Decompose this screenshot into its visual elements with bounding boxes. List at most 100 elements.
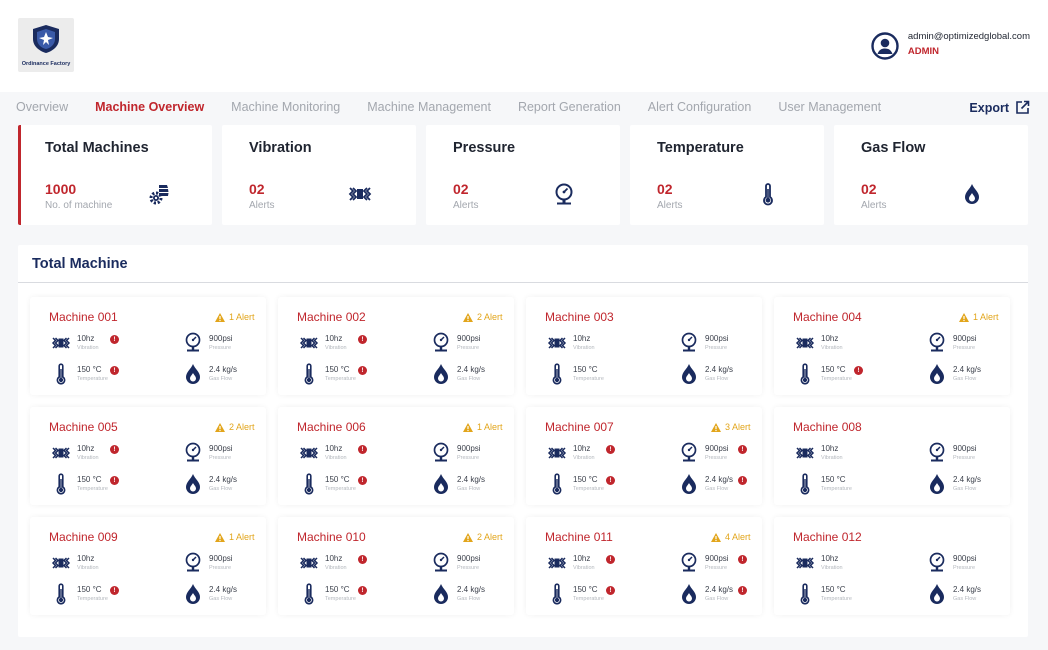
stat-value: 1000: [45, 181, 77, 197]
metric-value: 150 °C: [821, 365, 846, 374]
metric-temperature: 150 °C Temperature: [795, 583, 905, 607]
machine-card[interactable]: Machine 008 10hz Vibration 900psi Pressure 15…: [774, 407, 1010, 505]
alert-exclamation-icon[interactable]: !: [606, 555, 615, 564]
machine-card[interactable]: Machine 003 10hz Vibration 900psi Pressure 15…: [526, 297, 762, 395]
alert-exclamation-icon[interactable]: !: [606, 586, 615, 595]
alert-exclamation-icon[interactable]: !: [110, 586, 119, 595]
alert-exclamation-icon[interactable]: !: [606, 445, 615, 454]
alert-exclamation-icon[interactable]: !: [738, 586, 747, 595]
alert-badge[interactable]: 1 Alert: [215, 312, 255, 322]
alert-badge[interactable]: 3 Alert: [711, 422, 751, 432]
stat-card-pressure[interactable]: Pressure 02 Alerts: [426, 125, 620, 225]
machine-name: Machine 005: [49, 420, 118, 434]
stat-subtitle: Alerts: [861, 200, 887, 211]
logo-text: Ordinance Factory: [21, 61, 71, 67]
machine-card[interactable]: Machine 010 2 Alert 10hz Vibration! 900psi Pr…: [278, 517, 514, 615]
machine-card[interactable]: Machine 002 2 Alert 10hz Vibration! 900psi Pr…: [278, 297, 514, 395]
machine-card[interactable]: Machine 001 1 Alert 10hz Vibration! 900psi Pr…: [30, 297, 266, 395]
metric-value: 150 °C: [573, 585, 598, 594]
alert-exclamation-icon[interactable]: !: [358, 335, 367, 344]
tab-overview[interactable]: Overview: [16, 100, 69, 114]
metric-label: Vibration: [325, 345, 347, 351]
machine-card[interactable]: Machine 012 10hz Vibration 900psi Pressure 15…: [774, 517, 1010, 615]
metric-gas: 2.4 kg/s Gas Flow!: [679, 583, 789, 607]
gas-flow-icon: [927, 583, 947, 605]
warning-triangle-icon: [463, 312, 473, 322]
alert-exclamation-icon[interactable]: !: [358, 476, 367, 485]
metric-pressure: 900psi Pressure: [183, 552, 293, 576]
tab-user-management[interactable]: User Management: [778, 100, 882, 114]
stat-card-total-machines[interactable]: Total Machines 1000 No. of machine: [18, 125, 212, 225]
alert-badge[interactable]: 2 Alert: [463, 532, 503, 542]
metric-label: Vibration: [573, 345, 595, 351]
alert-badge[interactable]: 2 Alert: [463, 312, 503, 322]
metric-value: 900psi: [953, 334, 977, 343]
tab-machine-monitoring[interactable]: Machine Monitoring: [231, 100, 341, 114]
alert-exclamation-icon[interactable]: !: [110, 335, 119, 344]
pressure-gauge-icon: [431, 552, 451, 574]
alert-exclamation-icon[interactable]: !: [738, 555, 747, 564]
gas-flow-icon: [679, 473, 699, 495]
metric-value: 2.4 kg/s: [953, 365, 982, 374]
pressure-gauge-icon: [183, 332, 203, 354]
alert-exclamation-icon[interactable]: !: [738, 476, 747, 485]
export-button[interactable]: Export: [969, 100, 1030, 115]
vibration-icon: [51, 332, 71, 354]
machine-card[interactable]: Machine 006 1 Alert 10hz Vibration! 900psi Pr…: [278, 407, 514, 505]
machine-card[interactable]: Machine 005 2 Alert 10hz Vibration! 900psi Pr…: [30, 407, 266, 505]
alert-exclamation-icon[interactable]: !: [854, 366, 863, 375]
metric-value: 2.4 kg/s: [209, 365, 238, 374]
metric-label: Pressure: [705, 455, 728, 461]
metric-label: Vibration: [325, 565, 347, 571]
alert-badge[interactable]: 1 Alert: [959, 312, 999, 322]
machine-card[interactable]: Machine 004 1 Alert 10hz Vibration 900psi Pre…: [774, 297, 1010, 395]
alert-badge[interactable]: 1 Alert: [215, 532, 255, 542]
metric-label: Pressure: [457, 345, 480, 351]
tab-machine-management[interactable]: Machine Management: [367, 100, 491, 114]
user-menu[interactable]: admin@optimizedglobal.com ADMIN: [871, 30, 1030, 60]
metric-value: 10hz: [325, 554, 343, 563]
alert-badge[interactable]: 1 Alert: [463, 422, 503, 432]
alert-exclamation-icon[interactable]: !: [738, 445, 747, 454]
metric-vibration: 10hz Vibration: [51, 552, 161, 576]
metric-vibration: 10hz Vibration!: [51, 442, 161, 466]
pressure-gauge-icon: [431, 442, 451, 464]
alert-badge[interactable]: 4 Alert: [711, 532, 751, 542]
stat-subtitle: No. of machine: [45, 200, 113, 211]
alert-exclamation-icon[interactable]: !: [606, 476, 615, 485]
metric-temperature: 150 °C Temperature!: [795, 363, 905, 387]
stat-card-temperature[interactable]: Temperature 02 Alerts: [630, 125, 824, 225]
metric-value: 900psi: [209, 334, 233, 343]
alert-exclamation-icon[interactable]: !: [110, 366, 119, 375]
alert-count: 2 Alert: [477, 532, 503, 542]
stat-title: Pressure: [453, 140, 516, 156]
metric-label: Vibration: [325, 455, 347, 461]
machine-card[interactable]: Machine 007 3 Alert 10hz Vibration! 900psi Pr…: [526, 407, 762, 505]
metric-label: Pressure: [953, 345, 976, 351]
gas-flow-icon: [431, 473, 451, 495]
machine-grid: Machine 001 1 Alert 10hz Vibration! 900psi Pr…: [30, 297, 1020, 637]
tab-report-generation[interactable]: Report Generation: [517, 100, 621, 114]
metric-label: Temperature: [573, 486, 604, 492]
logo[interactable]: Ordinance Factory: [18, 18, 74, 72]
metric-gas: 2.4 kg/s Gas Flow: [927, 473, 1037, 497]
metric-value: 10hz: [77, 334, 95, 343]
machine-card[interactable]: Machine 011 4 Alert 10hz Vibration! 900psi Pr…: [526, 517, 762, 615]
alert-exclamation-icon[interactable]: !: [110, 445, 119, 454]
alert-exclamation-icon[interactable]: !: [358, 366, 367, 375]
metric-value: 2.4 kg/s: [953, 585, 982, 594]
alert-exclamation-icon[interactable]: !: [358, 445, 367, 454]
machine-name: Machine 004: [793, 310, 862, 324]
alert-exclamation-icon[interactable]: !: [358, 555, 367, 564]
metric-label: Vibration: [573, 565, 595, 571]
alert-exclamation-icon[interactable]: !: [358, 586, 367, 595]
metric-label: Temperature: [325, 596, 356, 602]
metric-gas: 2.4 kg/s Gas Flow: [431, 583, 541, 607]
tab-machine-overview[interactable]: Machine Overview: [95, 100, 205, 114]
tab-alert-configuration[interactable]: Alert Configuration: [647, 100, 752, 114]
alert-exclamation-icon[interactable]: !: [110, 476, 119, 485]
stat-card-vibration[interactable]: Vibration 02 Alerts: [222, 125, 416, 225]
stat-card-gas-flow[interactable]: Gas Flow 02 Alerts: [834, 125, 1028, 225]
alert-badge[interactable]: 2 Alert: [215, 422, 255, 432]
machine-card[interactable]: Machine 009 1 Alert 10hz Vibration 900psi Pre…: [30, 517, 266, 615]
